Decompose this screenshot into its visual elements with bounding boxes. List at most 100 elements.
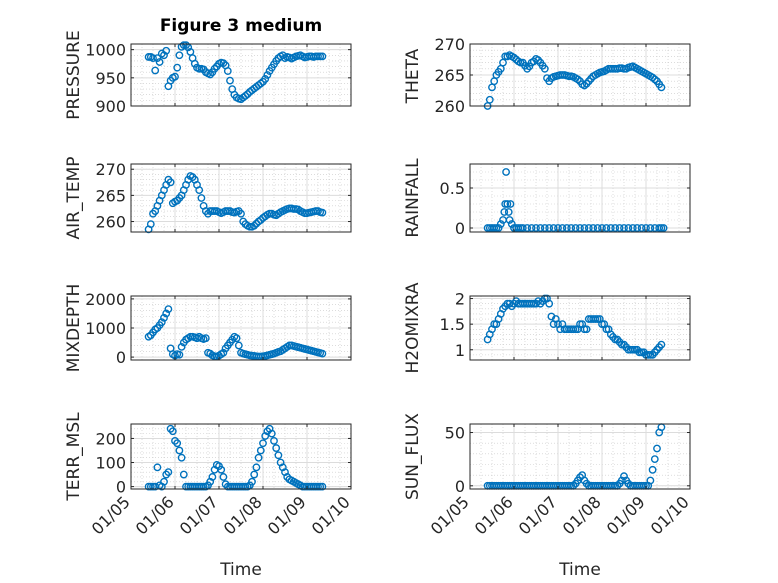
axes-frame: [469, 295, 691, 361]
data-point: [503, 200, 512, 208]
data-point: [494, 224, 503, 232]
data-point: [173, 63, 182, 72]
data-point: [318, 208, 327, 217]
data-point: [177, 343, 186, 351]
data-point: [582, 479, 591, 488]
data-point: [518, 224, 527, 232]
subplot-2: 260 265 270 THETA: [403, 35, 691, 116]
data-point: [248, 477, 256, 486]
data-point: [155, 58, 164, 66]
data-point: [256, 446, 265, 455]
x-tick-label: 01/05: [427, 492, 473, 538]
data-point: [573, 75, 582, 84]
data-point: [496, 220, 505, 228]
y-axis-label: RAINFALL: [403, 158, 423, 238]
data-point: [633, 224, 642, 232]
data-point: [545, 299, 554, 308]
data-point: [650, 75, 659, 84]
data-point: [272, 444, 281, 452]
data-point: [160, 313, 168, 322]
x-tick-label: 01/10: [647, 492, 693, 538]
subplot-6: 1 1.5 2 H2OMIXRA: [403, 282, 691, 374]
data-point: [648, 465, 657, 474]
data-point: [261, 75, 270, 83]
data-point: [611, 224, 620, 232]
data-point: [219, 348, 228, 357]
data-point: [153, 54, 162, 62]
y-tick-label: 1000: [85, 319, 126, 338]
x-tick-label: 01/09: [264, 492, 310, 538]
y-tick-label: 260: [95, 213, 126, 232]
data-point: [527, 224, 536, 232]
data-point: [171, 72, 179, 81]
data-point: [646, 476, 655, 485]
data-point: [175, 350, 184, 359]
data-point: [602, 224, 611, 232]
y-tick-label: 2: [455, 290, 465, 309]
data-point: [657, 83, 666, 92]
data-point: [166, 178, 175, 187]
data-point: [232, 334, 241, 343]
data-point: [243, 90, 252, 99]
data-point: [177, 453, 186, 462]
data-point: [620, 224, 628, 232]
data-point: [164, 468, 173, 477]
data-point: [151, 66, 160, 75]
data-point: [182, 41, 190, 50]
data-point: [206, 70, 215, 79]
y-axis-label: AIR_TEMP: [64, 157, 84, 240]
data-point: [162, 309, 171, 318]
y-tick-label: 2000: [85, 290, 126, 309]
data-point: [615, 224, 624, 232]
data-point: [162, 46, 171, 55]
data-point: [274, 451, 283, 460]
data-point: [580, 81, 589, 90]
data-point: [540, 64, 549, 73]
y-tick-label: 0: [455, 477, 465, 496]
data-point: [217, 465, 226, 474]
data-point: [540, 224, 549, 232]
y-tick-label: 265: [95, 186, 126, 205]
data-point: [485, 95, 494, 104]
x-tick-label: 01/10: [308, 492, 354, 538]
y-tick-label: 950: [95, 69, 126, 88]
y-axis-label: H2OMIXRA: [403, 282, 423, 373]
data-point: [659, 224, 668, 232]
data-point: [502, 168, 510, 176]
data-point: [234, 341, 243, 350]
data-point: [250, 470, 259, 479]
data-point: [270, 436, 278, 445]
data-point: [606, 224, 615, 232]
data-point: [190, 59, 199, 68]
data-point: [223, 67, 232, 75]
x-tick-label: 01/06: [132, 492, 178, 538]
data-point: [259, 439, 267, 448]
y-tick-label: 200: [95, 429, 126, 448]
y-tick-label: 100: [95, 454, 126, 473]
y-axis-label: MIXDEPTH: [64, 284, 84, 373]
y-tick-label: 0.5: [440, 179, 465, 198]
data-point: [657, 340, 666, 349]
data-point: [523, 224, 532, 232]
y-tick-label: 1000: [85, 41, 126, 60]
data-point: [219, 473, 228, 481]
y-axis-label: PRESSURE: [64, 30, 84, 119]
data-point: [650, 455, 659, 464]
data-point: [648, 73, 657, 82]
data-point: [173, 439, 182, 448]
y-tick-label: 0: [455, 219, 465, 238]
data-point: [628, 224, 637, 232]
x-tick-label: 01/07: [176, 492, 222, 538]
data-point: [624, 479, 633, 488]
x-tick-label: 01/06: [471, 492, 517, 538]
data-point: [160, 477, 168, 486]
y-tick-label: 50: [445, 424, 465, 443]
axes-frame: [130, 163, 352, 233]
data-point: [267, 429, 276, 438]
data-point: [175, 51, 184, 60]
data-point: [582, 325, 591, 334]
data-point: [506, 200, 515, 208]
